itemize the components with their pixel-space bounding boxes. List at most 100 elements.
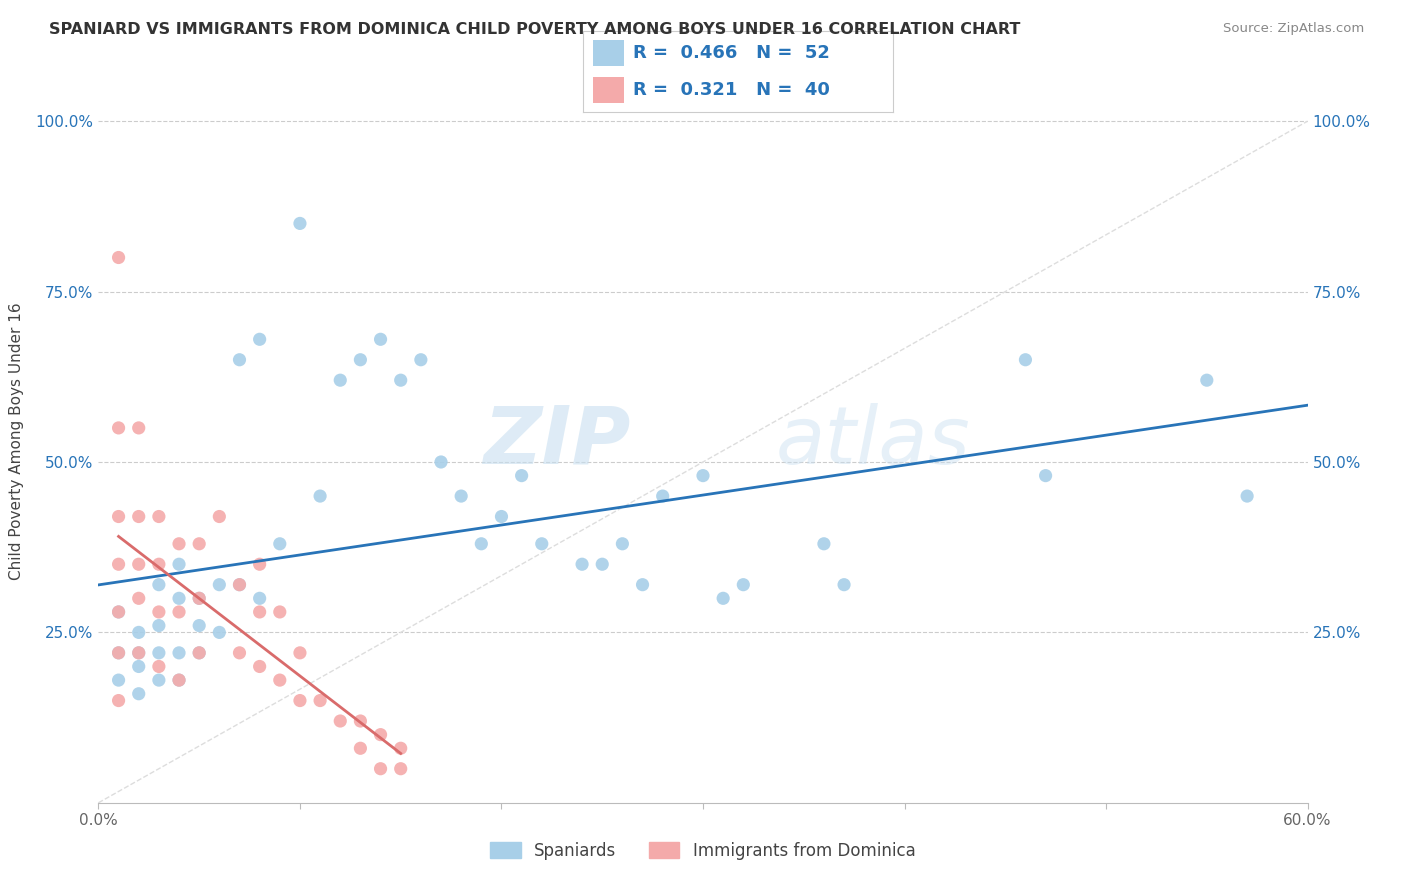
Point [491,509,513,524]
Text: Source: ZipAtlas.com: Source: ZipAtlas.com [1223,22,1364,36]
Point [167,605,190,619]
Point [128,509,150,524]
Point [148,673,170,687]
Point [148,618,170,632]
Point [1236,489,1258,503]
Y-axis label: Child Poverty Among Boys Under 16: Child Poverty Among Boys Under 16 [10,302,24,581]
Point [128,646,150,660]
Point [107,673,129,687]
Point [128,659,150,673]
Point [288,693,311,707]
Point [188,646,211,660]
Point [128,591,150,606]
Point [208,625,231,640]
Point [651,489,673,503]
Point [1195,373,1218,387]
Point [107,251,129,265]
Point [530,537,553,551]
Point [128,687,150,701]
Point [107,421,129,435]
Point [631,577,654,591]
Point [128,625,150,640]
Point [148,605,170,619]
Point [309,693,332,707]
Point [389,373,412,387]
Point [612,537,634,551]
FancyBboxPatch shape [593,40,624,66]
Point [510,468,533,483]
Point [450,489,472,503]
Point [1035,468,1057,483]
Point [208,509,231,524]
Point [148,509,170,524]
Point [389,762,412,776]
Point [228,577,250,591]
Point [813,537,835,551]
Point [167,673,190,687]
Text: ZIP: ZIP [484,402,630,481]
Point [269,605,291,619]
Point [1014,352,1036,367]
Point [107,605,129,619]
Point [148,558,170,572]
Point [249,659,271,673]
Point [288,216,311,230]
Point [188,591,211,606]
Point [107,558,129,572]
Point [733,577,755,591]
Point [249,332,271,346]
Point [107,605,129,619]
Point [107,509,129,524]
Point [832,577,855,591]
Point [148,646,170,660]
FancyBboxPatch shape [593,77,624,103]
Point [228,352,250,367]
Point [711,591,734,606]
Point [249,558,271,572]
Point [309,489,332,503]
Point [349,352,371,367]
Point [288,646,311,660]
Point [228,646,250,660]
Point [571,558,593,572]
Text: atlas: atlas [776,402,970,481]
Point [349,714,371,728]
Point [107,646,129,660]
Point [329,714,352,728]
Point [370,728,392,742]
Point [269,673,291,687]
Point [370,762,392,776]
Legend: Spaniards, Immigrants from Dominica: Spaniards, Immigrants from Dominica [484,836,922,867]
Text: R =  0.321   N =  40: R = 0.321 N = 40 [633,81,830,99]
Point [692,468,714,483]
Point [591,558,613,572]
Point [188,537,211,551]
Point [409,352,432,367]
Point [128,421,150,435]
Point [107,693,129,707]
Point [167,558,190,572]
Point [128,646,150,660]
Point [470,537,492,551]
Text: R =  0.466   N =  52: R = 0.466 N = 52 [633,44,830,62]
Point [128,558,150,572]
Point [107,646,129,660]
Point [148,659,170,673]
Point [167,673,190,687]
Point [188,646,211,660]
Point [389,741,412,756]
Point [167,591,190,606]
Point [249,605,271,619]
Text: SPANIARD VS IMMIGRANTS FROM DOMINICA CHILD POVERTY AMONG BOYS UNDER 16 CORRELATI: SPANIARD VS IMMIGRANTS FROM DOMINICA CHI… [49,22,1021,37]
Point [370,332,392,346]
Point [329,373,352,387]
Point [228,577,250,591]
Point [148,577,170,591]
Point [249,591,271,606]
Point [167,537,190,551]
Point [269,537,291,551]
Point [349,741,371,756]
Point [188,618,211,632]
Point [167,646,190,660]
Point [188,591,211,606]
